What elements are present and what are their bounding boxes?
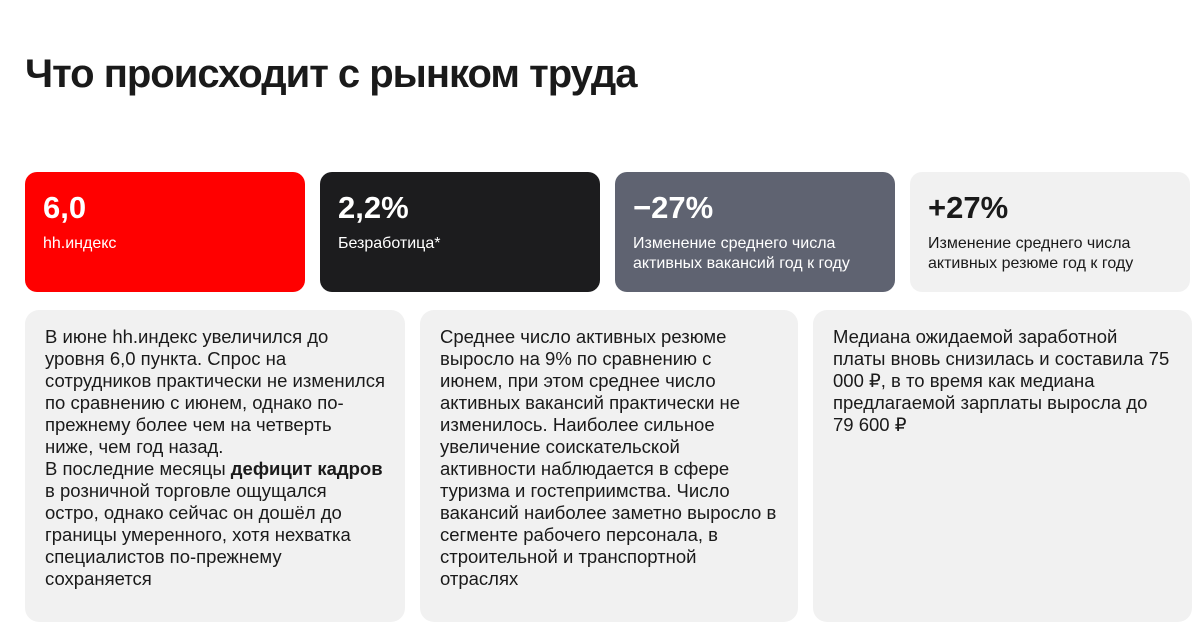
stat-card: +27% Изменение среднего числа активных ре… xyxy=(910,172,1190,292)
stat-value: 6,0 xyxy=(43,190,87,225)
stat-value: +27% xyxy=(928,190,1009,225)
paragraph: Среднее число активных резюме выросло на… xyxy=(440,326,778,590)
text: в розничной торговле ощущался остро, одн… xyxy=(45,480,351,589)
stat-label: Изменение среднего числа активных ваканс… xyxy=(633,235,850,272)
stat-value: 2,2% xyxy=(338,190,409,225)
title: Что происходит с рынком труда xyxy=(25,52,637,96)
stat-value: −27% xyxy=(633,190,714,225)
bold-text: дефицит кадров xyxy=(230,458,383,479)
stat-card: 2,2% Безработица* xyxy=(320,172,600,292)
paragraph: В последние месяцы дефицит кадров в розн… xyxy=(45,458,385,590)
text: Медиана ожидаемой заработной платы вновь… xyxy=(833,326,1170,435)
text: В июне hh.индекс увеличился до уровня 6,… xyxy=(45,326,385,457)
text: Среднее число активных резюме выросло на… xyxy=(440,326,777,589)
text-panel: Медиана ожидаемой заработной платы вновь… xyxy=(813,310,1192,622)
stat-label: Изменение среднего числа активных резюме… xyxy=(928,235,1134,272)
stat-label: hh.индекс xyxy=(43,235,117,252)
paragraph: В июне hh.индекс увеличился до уровня 6,… xyxy=(45,326,385,458)
text-panel: Среднее число активных резюме выросло на… xyxy=(420,310,798,622)
stat-card: 6,0 hh.индекс xyxy=(25,172,305,292)
paragraph: Медиана ожидаемой заработной платы вновь… xyxy=(833,326,1172,436)
text-panel: В июне hh.индекс увеличился до уровня 6,… xyxy=(25,310,405,622)
text: В последние месяцы xyxy=(45,458,231,479)
stat-label: Безработица* xyxy=(338,235,441,252)
stat-card: −27% Изменение среднего числа активных ва… xyxy=(615,172,895,292)
